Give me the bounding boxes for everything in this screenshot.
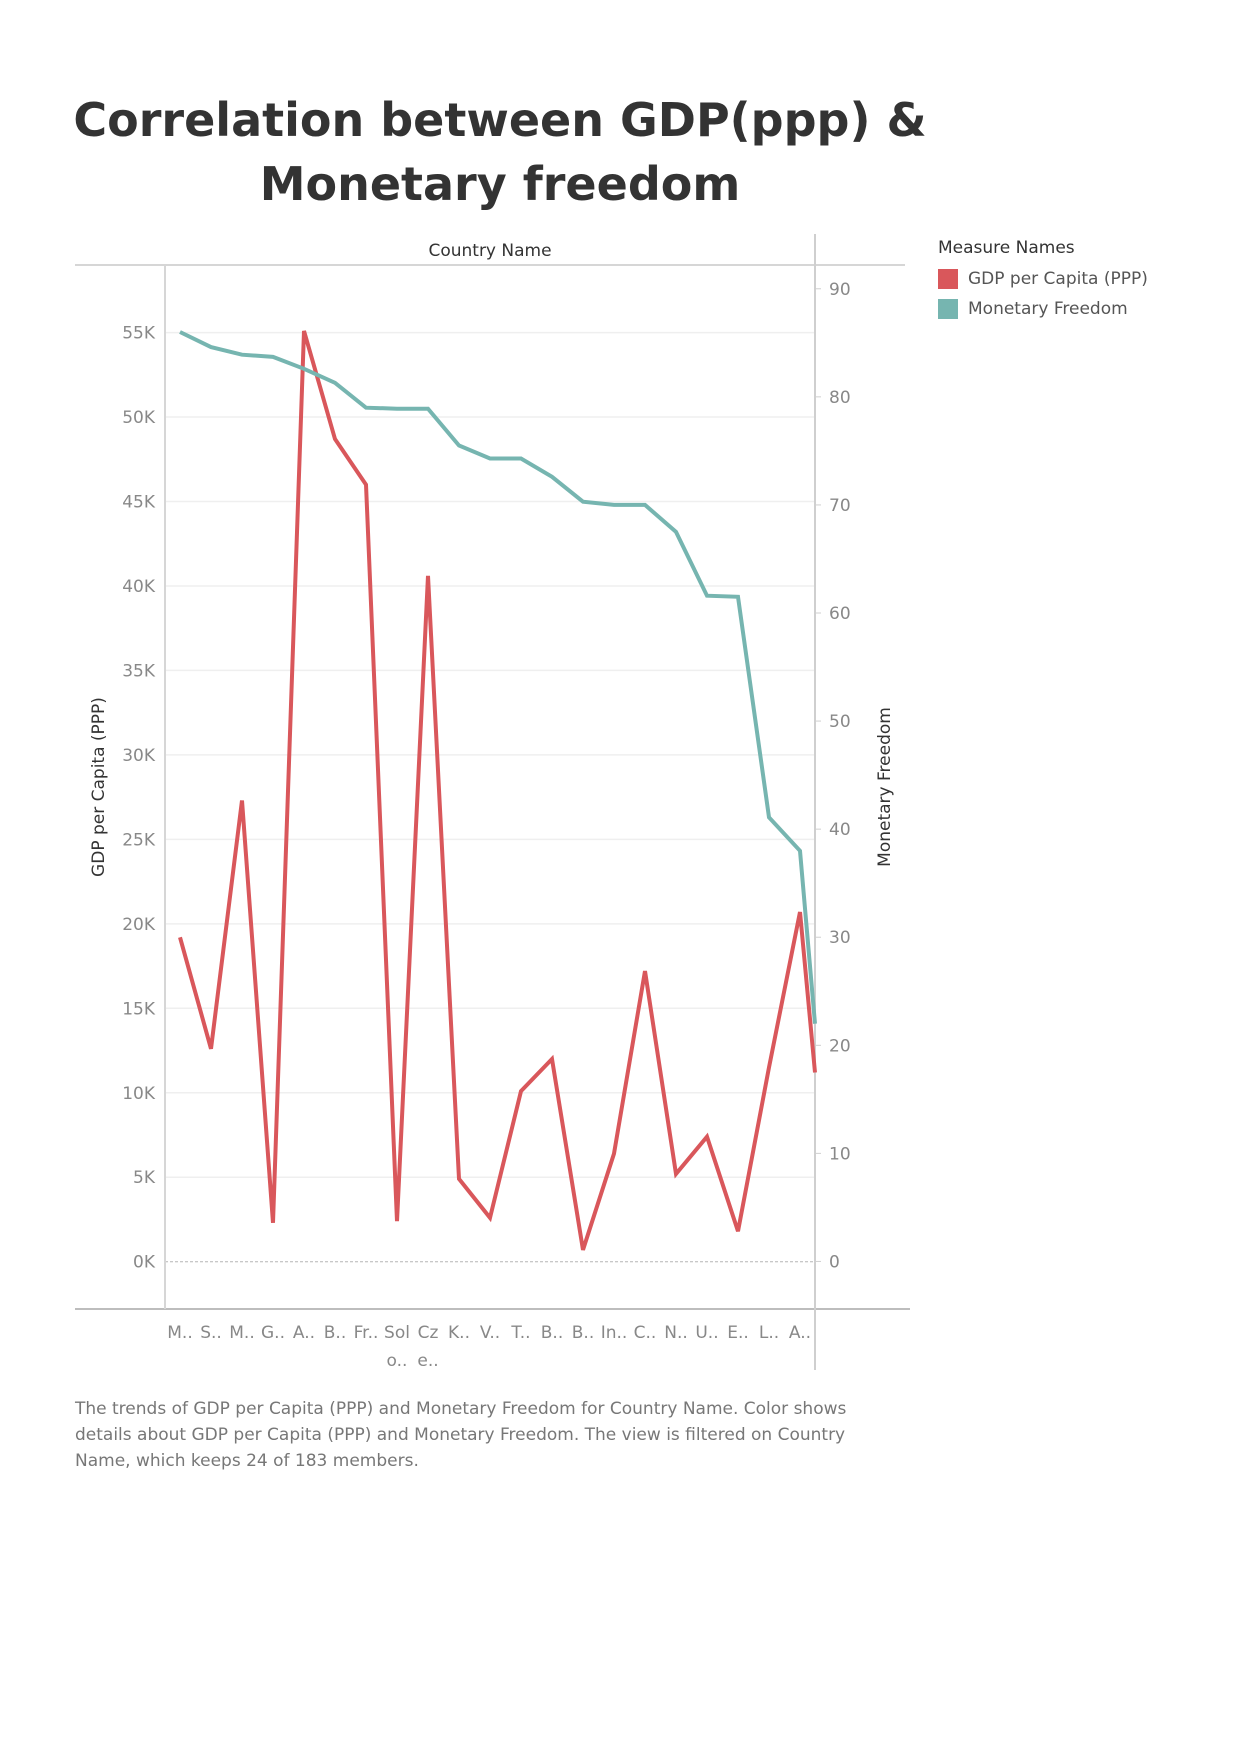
legend-swatch-gdp xyxy=(938,269,958,289)
x-axis-labels: M.. S.. M.. G.. A.. B.. Fr.. Sol o.. Cz e.. K.. V.. T… xyxy=(167,1323,811,1371)
right-tick-label: 40 xyxy=(829,820,851,840)
left-tick-label: 5K xyxy=(133,1168,156,1188)
left-tick-label: 45K xyxy=(122,493,156,513)
chart-caption: The trends of GDP per Capita (PPP) and M… xyxy=(75,1399,847,1471)
column-header: Country Name xyxy=(428,241,551,261)
right-tick-label: 0 xyxy=(829,1252,840,1272)
right-tick-label: 90 xyxy=(829,280,851,300)
right-tick-label: 20 xyxy=(829,1036,851,1056)
gridlines xyxy=(165,331,815,1263)
left-tick-label: 0K xyxy=(133,1253,156,1273)
chart-title-line-2: Monetary freedom xyxy=(259,157,741,211)
left-tick-label: 30K xyxy=(122,746,156,766)
legend-title: Measure Names xyxy=(938,238,1075,258)
x-tick-label: N.. xyxy=(664,1323,688,1343)
x-tick-label: o.. xyxy=(387,1351,408,1371)
line-chart: 0K 5K 10K 15K 20K 25K 30K 35K 40K 45K 50K 55K 0 10 20… xyxy=(75,234,910,1371)
series-line-0[interactable] xyxy=(178,330,817,1251)
x-tick-label: L.. xyxy=(759,1323,779,1343)
chart-title-line-1: Correlation between GDP(ppp) & xyxy=(73,93,927,147)
left-tick-label: 20K xyxy=(122,915,156,935)
left-tick-label: 50K xyxy=(122,408,156,428)
x-tick-label: E.. xyxy=(727,1323,749,1343)
legend-label-gdp: GDP per Capita (PPP) xyxy=(968,269,1148,289)
legend-swatch-monetary-freedom xyxy=(938,299,958,319)
legend: Measure Names GDP per Capita (PPP) Monet… xyxy=(938,238,1148,324)
right-tick-label: 80 xyxy=(829,388,851,408)
left-tick-label: 25K xyxy=(122,830,156,850)
x-tick-label: e.. xyxy=(417,1351,438,1371)
right-tick-label: 30 xyxy=(829,928,851,948)
x-tick-label: M.. xyxy=(229,1323,254,1343)
right-tick-label: 70 xyxy=(829,496,851,516)
x-tick-label: V.. xyxy=(480,1323,500,1343)
chart-frame xyxy=(75,234,910,1370)
legend-label-monetary-freedom: Monetary Freedom xyxy=(968,299,1128,319)
x-tick-label: B.. xyxy=(541,1323,563,1343)
x-tick-label: A.. xyxy=(789,1323,811,1343)
x-tick-label: S.. xyxy=(200,1323,222,1343)
x-tick-label: In.. xyxy=(601,1323,628,1343)
x-tick-label: B.. xyxy=(572,1323,594,1343)
legend-item-monetary-freedom[interactable]: Monetary Freedom xyxy=(938,294,1148,324)
left-tick-label: 10K xyxy=(122,1084,156,1104)
left-tick-label: 15K xyxy=(122,999,156,1019)
chart-title: Correlation between GDP(ppp) & Monetary … xyxy=(70,88,930,216)
x-tick-label: M.. xyxy=(167,1323,192,1343)
series-line-1[interactable] xyxy=(179,330,817,1024)
right-tick-label: 60 xyxy=(829,604,851,624)
x-tick-label: T.. xyxy=(510,1323,530,1343)
legend-item-gdp[interactable]: GDP per Capita (PPP) xyxy=(938,264,1148,294)
left-tick-label: 35K xyxy=(122,661,156,681)
left-tick-label: 55K xyxy=(122,324,156,344)
left-axis: 0K 5K 10K 15K 20K 25K 30K 35K 40K 45K 50K 55K xyxy=(122,324,156,1273)
right-tick-label: 10 xyxy=(829,1144,851,1164)
series-lines xyxy=(178,330,817,1251)
right-axis: 0 10 20 30 40 50 60 70 80 90 xyxy=(815,280,851,1272)
x-tick-label: C.. xyxy=(634,1323,657,1343)
x-tick-label: K.. xyxy=(448,1323,470,1343)
x-tick-label: B.. xyxy=(324,1323,346,1343)
x-tick-label: Fr.. xyxy=(354,1323,379,1343)
left-axis-title: GDP per Capita (PPP) xyxy=(89,697,109,877)
x-tick-label: G.. xyxy=(261,1323,285,1343)
left-tick-label: 40K xyxy=(122,577,156,597)
right-tick-label: 50 xyxy=(829,712,851,732)
x-tick-label: A.. xyxy=(293,1323,315,1343)
x-tick-label: Cz xyxy=(418,1323,439,1343)
x-tick-label: U.. xyxy=(695,1323,718,1343)
right-axis-title: Monetary Freedom xyxy=(875,707,895,867)
x-tick-label: Sol xyxy=(384,1323,410,1343)
